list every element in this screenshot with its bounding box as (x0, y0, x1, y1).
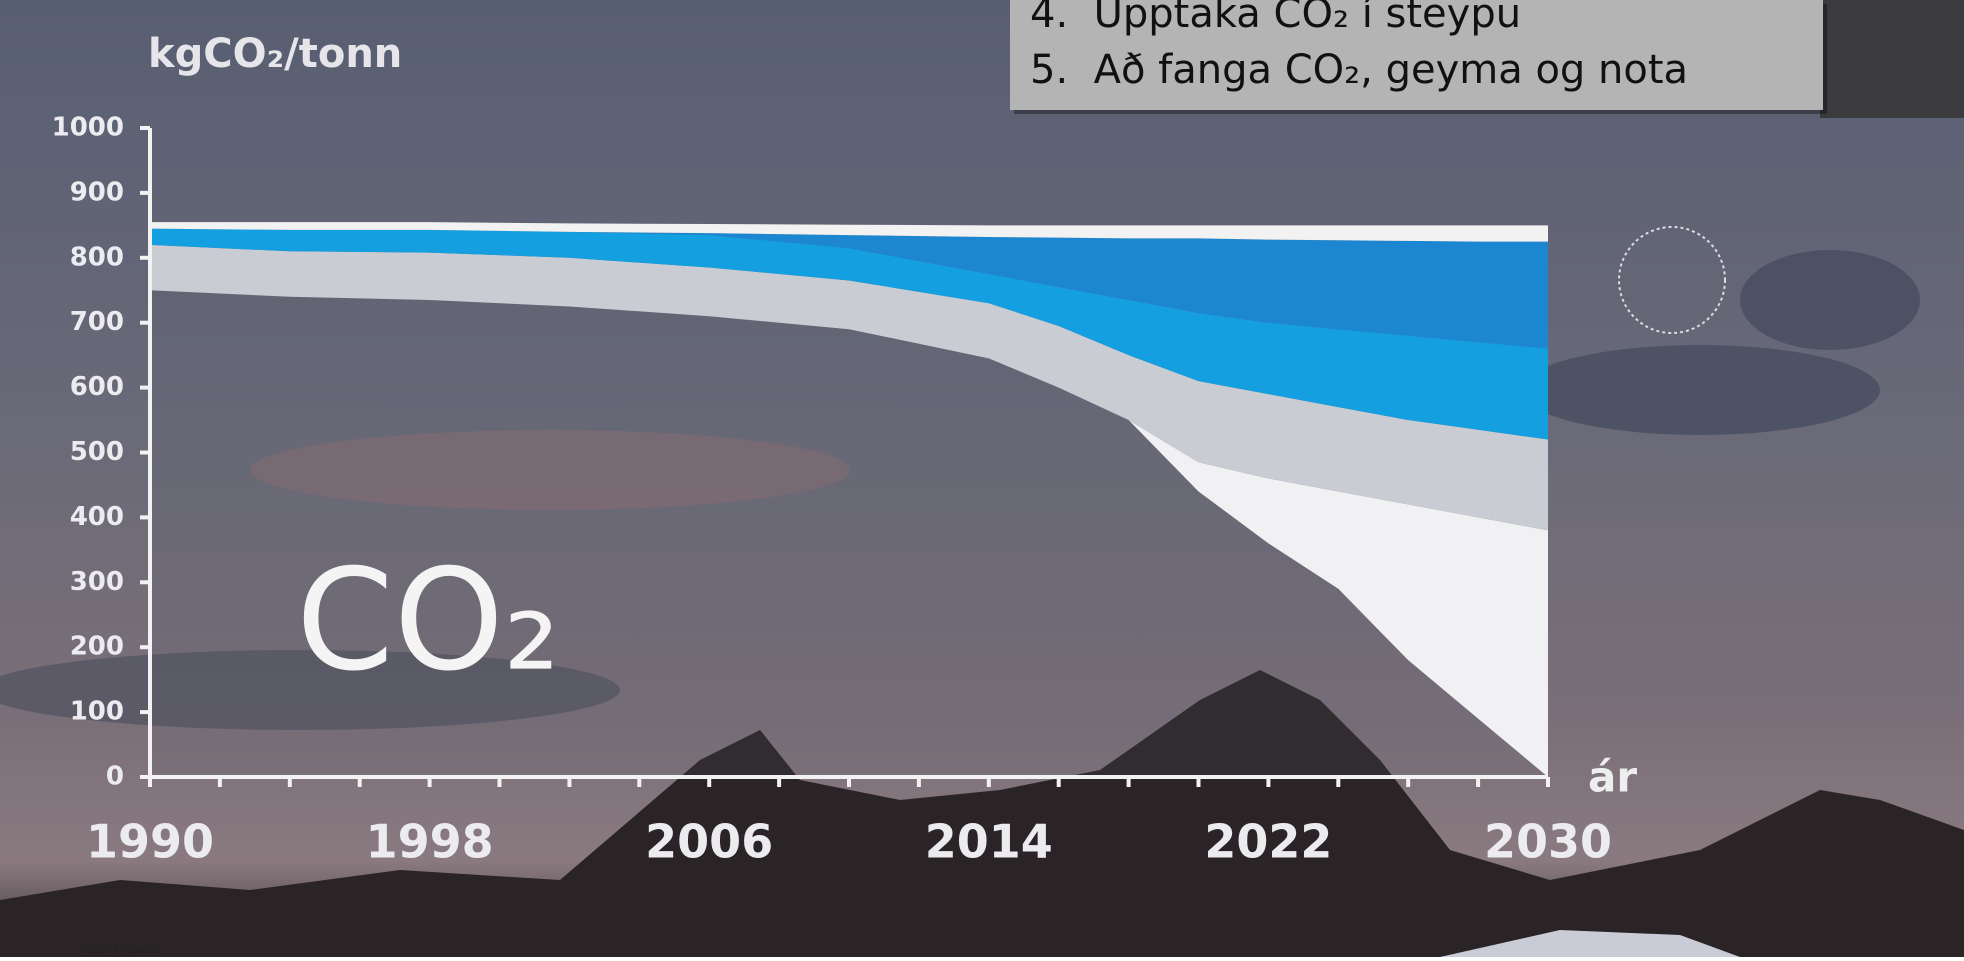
area (150, 290, 1548, 777)
cursor-ring (1618, 226, 1726, 334)
cloud (0, 650, 620, 730)
x-axis-label: ár (1588, 753, 1637, 802)
y-tick-label: 700 (70, 307, 124, 337)
area (150, 228, 1548, 349)
y-tick-label: 0 (106, 762, 124, 792)
y-tick-label: 500 (70, 437, 124, 467)
cloud (250, 430, 850, 510)
cloud (1520, 345, 1880, 435)
y-axis-label: kgCO₂/tonn (148, 31, 402, 77)
credit: Petter Thyboldt (80, 945, 157, 956)
y-tick-label: 900 (70, 177, 124, 207)
legend-line: 5. Að fanga CO₂, geyma og nota (1030, 47, 1688, 93)
road (1440, 930, 1740, 957)
area (150, 228, 1548, 440)
y-tick-label: 800 (70, 242, 124, 272)
trees (0, 670, 1964, 957)
x-tick-label: 2030 (1484, 815, 1612, 869)
y-tick-label: 1000 (52, 113, 124, 143)
area (150, 290, 1548, 777)
area (150, 244, 1548, 531)
legend-line: 4. Upptaka CO₂ í steypu (1030, 0, 1521, 37)
area (150, 222, 1548, 242)
annotation: CO₂ (296, 540, 560, 703)
y-tick-label: 600 (70, 372, 124, 402)
y-tick-label: 200 (70, 632, 124, 662)
x-tick-label: 1990 (86, 815, 214, 869)
x-tick-label: 2014 (925, 815, 1053, 869)
x-tick-label: 2006 (645, 815, 773, 869)
corner-panel (1820, 0, 1964, 118)
x-tick-label: 2022 (1204, 815, 1332, 869)
x-tick-label: 1998 (366, 815, 494, 869)
y-tick-label: 100 (70, 697, 124, 727)
cloud (1740, 250, 1920, 350)
legend-box (1010, 0, 1823, 110)
y-tick-label: 400 (70, 502, 124, 532)
y-tick-label: 300 (70, 567, 124, 597)
